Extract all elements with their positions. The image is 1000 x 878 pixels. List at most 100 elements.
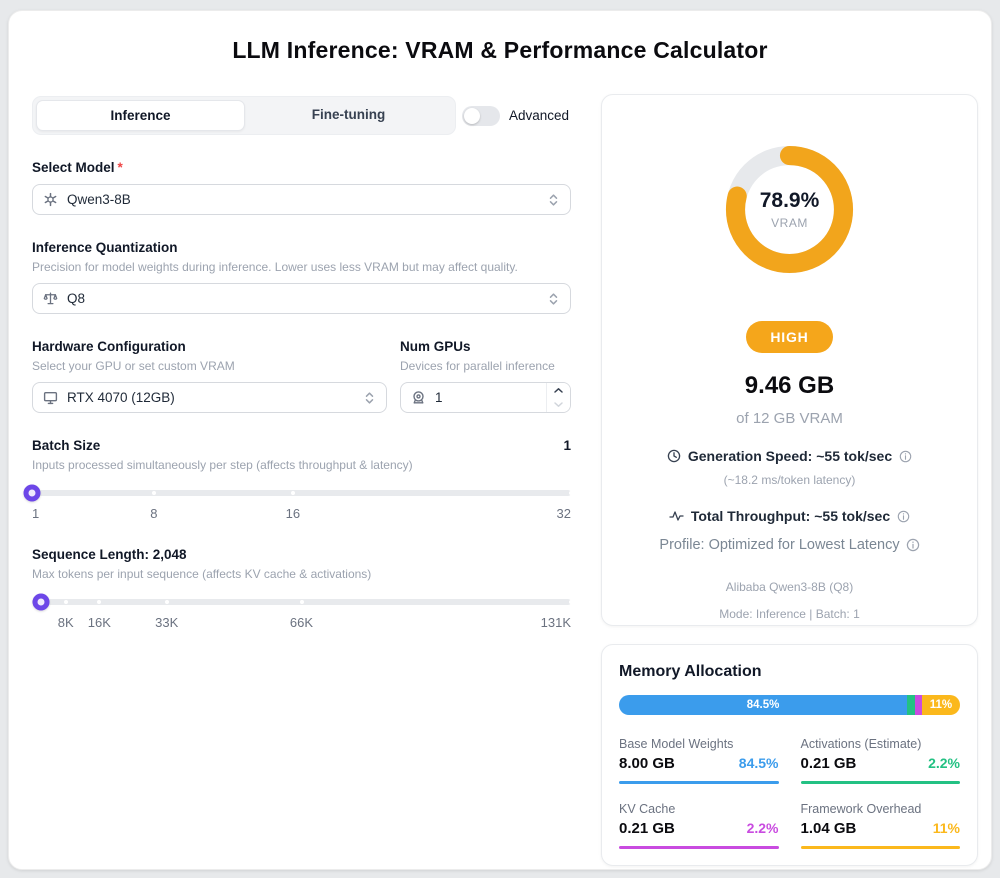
vram-usage-value: 9.46 GB — [744, 372, 835, 399]
profile-line: Profile: Optimized for Lowest Latency — [602, 537, 977, 553]
mode-tab-group: Inference Fine-tuning — [32, 96, 456, 135]
memory-legend-name: KV Cache — [619, 802, 676, 816]
num-gpus-help: Devices for parallel inference — [400, 359, 555, 373]
page-title: LLM Inference: VRAM & Performance Calcul… — [232, 37, 768, 63]
quant-select-value: Q8 — [67, 291, 86, 306]
slider-tick-label: 66K — [289, 615, 314, 630]
num-gpus-stepper — [546, 383, 570, 412]
info-icon[interactable] — [906, 538, 920, 552]
slider-tick-dot — [569, 491, 573, 495]
stepper-down-button[interactable] — [547, 397, 570, 412]
gauge-center: 78.9% VRAM — [722, 142, 857, 277]
hardware-select[interactable]: RTX 4070 (12GB) — [32, 382, 387, 413]
tab-finetuning[interactable]: Fine-tuning — [311, 107, 386, 122]
vram-result-panel: 78.9% VRAM HIGH 9.46 GB of 12 GB VRAM Ge… — [601, 94, 978, 626]
batch-slider-thumb[interactable] — [23, 484, 41, 502]
seq-tick-labels: 8K 16K 33K 66K 131K — [32, 615, 571, 631]
memory-legend-grid: Base Model Weights 8.00 GB 84.5% Activation… — [619, 737, 960, 849]
info-icon[interactable] — [897, 510, 910, 523]
memory-legend-gb: 1.04 GB — [800, 820, 857, 837]
chevron-updown-icon — [547, 292, 560, 306]
advanced-toggle-row: Advanced — [461, 105, 571, 126]
throughput-line: Total Throughput: ~55 tok/sec — [602, 508, 977, 524]
slider-tick-label: 8K — [57, 615, 74, 630]
memory-bar-segment-label: 11% — [929, 699, 953, 711]
advanced-toggle-label: Advanced — [508, 108, 569, 123]
slider-tick-dot — [290, 491, 295, 495]
num-gpus-field: Num GPUs Devices for parallel inference … — [400, 339, 571, 413]
memory-bar-segment — [907, 695, 915, 715]
memory-allocation-title: Memory Allocation — [619, 663, 762, 680]
slider-tick-label: 16 — [285, 506, 301, 521]
required-asterisk: * — [117, 160, 123, 175]
memory-legend-name: Framework Overhead — [800, 802, 922, 816]
slider-tick-dot — [63, 600, 68, 604]
slider-tick-dot — [164, 600, 169, 604]
model-select[interactable]: Qwen3-8B — [32, 184, 571, 215]
batch-slider-track[interactable] — [32, 490, 573, 496]
vram-gauge-svg — [725, 145, 854, 274]
slider-tick-dot — [299, 600, 304, 604]
seq-slider-track[interactable] — [32, 599, 573, 605]
slider-tick-label: 131K — [540, 615, 571, 630]
monitor-icon — [43, 390, 58, 405]
seq-slider-thumb[interactable] — [32, 593, 50, 611]
latency-text: (~18.2 ms/token latency) — [723, 473, 856, 487]
slider-tick-label: 16K — [87, 615, 111, 630]
batch-label: Batch Size — [32, 438, 101, 453]
quant-label: Inference Quantization — [32, 240, 178, 255]
memory-legend-item: Base Model Weights 8.00 GB 84.5% — [619, 737, 779, 784]
quant-help: Precision for model weights during infer… — [32, 260, 518, 274]
memory-legend-pct: 2.2% — [746, 820, 779, 836]
memory-bar-segment-label: 84.5% — [746, 699, 780, 711]
memory-legend-item: Activations (Estimate) 0.21 GB 2.2% — [800, 737, 960, 784]
batch-head: Batch Size 1 — [32, 438, 571, 453]
advanced-toggle[interactable] — [461, 105, 500, 126]
app-card: LLM Inference: VRAM & Performance Calcul… — [8, 10, 992, 870]
hardware-select-value: RTX 4070 (12GB) — [67, 390, 175, 405]
num-gpus-main: 1 — [401, 383, 546, 412]
quant-select[interactable]: Q8 — [32, 283, 571, 314]
vram-total-text: of 12 GB VRAM — [736, 410, 843, 427]
slider-tick-label: 32 — [556, 506, 571, 521]
main-content: Inference Fine-tuning Advanced Select Mo… — [9, 64, 991, 866]
chevron-updown-icon — [363, 391, 376, 405]
memory-legend-underline — [800, 781, 960, 784]
batch-tick-labels: 1 8 16 32 — [32, 506, 571, 522]
status-badge: HIGH — [746, 321, 833, 353]
gpu-icon — [411, 390, 426, 405]
batch-field: Batch Size 1 Inputs processed simultaneo… — [23, 438, 573, 522]
scale-icon — [43, 291, 58, 306]
memory-allocation-panel: Memory Allocation 84.5% 11% Base Model We… — [601, 644, 978, 866]
info-icon[interactable] — [899, 450, 912, 463]
memory-bar-segment — [914, 695, 923, 715]
profile-text: Profile: Optimized for Lowest Latency — [659, 537, 900, 553]
model-summary-text: Alibaba Qwen3-8B (Q8) — [725, 580, 854, 594]
memory-legend-pct: 84.5% — [738, 755, 779, 771]
slider-tick-dot — [97, 600, 102, 604]
vram-gauge-arc — [725, 145, 854, 274]
throughput-text: Total Throughput: ~55 tok/sec — [690, 508, 891, 524]
memory-legend-underline — [619, 846, 779, 849]
memory-legend-name: Base Model Weights — [619, 737, 734, 751]
batch-slider[interactable] — [23, 484, 573, 502]
generation-speed-line: Generation Speed: ~55 tok/sec — [602, 448, 977, 464]
seq-slider[interactable] — [32, 593, 573, 611]
seq-head: Sequence Length: 2,048 — [32, 547, 571, 562]
model-select-value: Qwen3-8B — [67, 192, 131, 207]
toggle-knob — [463, 107, 480, 124]
slider-tick-dot — [569, 600, 573, 604]
hardware-help: Select your GPU or set custom VRAM — [32, 359, 235, 373]
mode-summary-text: Mode: Inference | Batch: 1 — [719, 607, 860, 621]
model-label: Select Model * — [32, 160, 123, 175]
model-field: Select Model * Qwen3-8B — [32, 160, 571, 215]
tab-inference[interactable]: Inference — [36, 100, 245, 131]
stepper-up-button[interactable] — [547, 383, 570, 398]
num-gpus-input[interactable]: 1 — [400, 382, 571, 413]
quant-field: Inference Quantization Precision for mod… — [32, 240, 571, 314]
slider-tick-label: 8 — [150, 506, 158, 521]
memory-bar-segment: 84.5% — [619, 695, 908, 715]
memory-legend-gb: 0.21 GB — [619, 820, 675, 837]
memory-legend-item: KV Cache 0.21 GB 2.2% — [619, 802, 779, 849]
gauge-percent: 78.9% — [759, 189, 820, 212]
